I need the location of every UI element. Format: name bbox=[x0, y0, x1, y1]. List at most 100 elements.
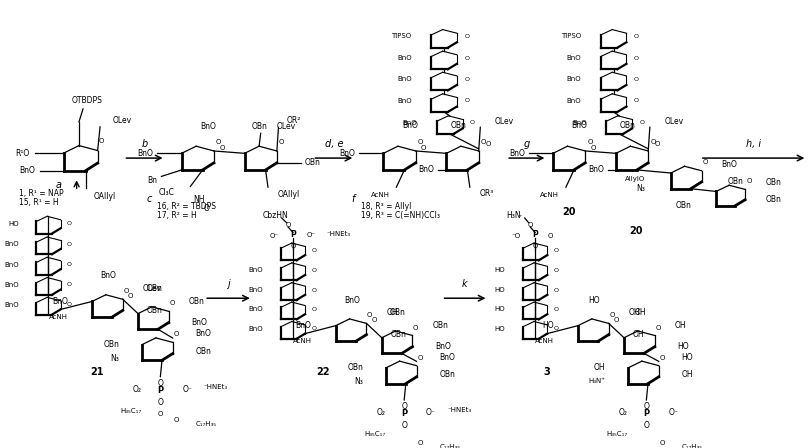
Text: 19, R³ = C(=NH)CCl₃: 19, R³ = C(=NH)CCl₃ bbox=[360, 211, 440, 220]
Text: BnO: BnO bbox=[100, 271, 116, 280]
Text: O: O bbox=[633, 77, 638, 82]
Text: O: O bbox=[174, 417, 179, 423]
Text: AcNH: AcNH bbox=[540, 192, 559, 198]
Text: BnO: BnO bbox=[397, 76, 411, 82]
Text: BnO: BnO bbox=[397, 98, 411, 104]
Text: O: O bbox=[67, 262, 72, 267]
Text: BnO: BnO bbox=[344, 296, 359, 305]
Text: O: O bbox=[586, 139, 592, 145]
Text: HO: HO bbox=[542, 321, 553, 330]
Text: O₂: O₂ bbox=[376, 409, 385, 418]
Text: TIPSO: TIPSO bbox=[391, 34, 411, 39]
Text: H₃₅C₁₇: H₃₅C₁₇ bbox=[364, 431, 385, 438]
Text: R¹O: R¹O bbox=[15, 149, 30, 158]
Text: OLev: OLev bbox=[494, 117, 513, 126]
Text: N₃: N₃ bbox=[110, 353, 119, 362]
Text: OH: OH bbox=[680, 370, 692, 379]
Text: BnO: BnO bbox=[200, 122, 216, 131]
Text: O: O bbox=[311, 326, 316, 332]
Text: TIPSO: TIPSO bbox=[560, 34, 581, 39]
Text: O: O bbox=[470, 120, 474, 125]
Text: ⁻HNEt₃: ⁻HNEt₃ bbox=[447, 407, 471, 414]
Text: BnO: BnO bbox=[418, 165, 434, 174]
Text: OBn: OBn bbox=[147, 306, 162, 315]
Text: O: O bbox=[173, 332, 178, 337]
Text: O: O bbox=[654, 142, 659, 147]
Text: OBn: OBn bbox=[764, 178, 780, 187]
Text: O: O bbox=[401, 422, 406, 431]
Text: BnO: BnO bbox=[19, 166, 36, 175]
Text: N₃: N₃ bbox=[635, 184, 644, 193]
Text: HO: HO bbox=[494, 287, 504, 293]
Text: OBn: OBn bbox=[620, 121, 635, 130]
Text: O: O bbox=[67, 282, 72, 287]
Text: BnO: BnO bbox=[435, 342, 450, 351]
Text: OBn: OBn bbox=[727, 177, 742, 186]
Text: BnO: BnO bbox=[566, 76, 581, 82]
Text: O: O bbox=[553, 307, 558, 312]
Text: OBn: OBn bbox=[432, 322, 448, 331]
Text: H₃N: H₃N bbox=[505, 211, 520, 220]
Text: O: O bbox=[553, 268, 558, 273]
Text: O: O bbox=[417, 355, 422, 361]
Text: HO: HO bbox=[588, 296, 599, 305]
Text: O⁻: O⁻ bbox=[307, 232, 315, 238]
Text: P: P bbox=[401, 409, 407, 418]
Text: OH: OH bbox=[628, 308, 640, 317]
Text: O: O bbox=[123, 289, 128, 294]
Text: BnO: BnO bbox=[339, 149, 354, 158]
Text: H₃N⁺: H₃N⁺ bbox=[588, 379, 605, 384]
Text: AcNH: AcNH bbox=[49, 314, 67, 320]
Text: OBn: OBn bbox=[146, 284, 162, 293]
Text: BnO: BnO bbox=[4, 282, 19, 288]
Text: OBn: OBn bbox=[439, 370, 454, 379]
Text: O: O bbox=[401, 402, 406, 411]
Text: O: O bbox=[157, 398, 163, 407]
Text: O: O bbox=[311, 248, 316, 253]
Text: OAllyl: OAllyl bbox=[94, 192, 116, 201]
Text: BnO: BnO bbox=[248, 267, 263, 273]
Text: BnO: BnO bbox=[52, 297, 67, 306]
Text: O: O bbox=[650, 139, 655, 145]
Text: OR²: OR² bbox=[286, 116, 301, 125]
Text: O: O bbox=[67, 302, 72, 307]
Text: H₃₅C₁₇: H₃₅C₁₇ bbox=[121, 408, 142, 414]
Text: AcNH: AcNH bbox=[534, 338, 553, 345]
Text: BnO: BnO bbox=[721, 160, 736, 169]
Text: g: g bbox=[523, 138, 530, 149]
Text: BnO: BnO bbox=[4, 302, 19, 308]
Text: BnO: BnO bbox=[295, 321, 311, 330]
Text: O⁻: O⁻ bbox=[182, 385, 192, 394]
Text: HO: HO bbox=[494, 267, 504, 273]
Text: AllylO: AllylO bbox=[624, 177, 644, 182]
Text: O: O bbox=[590, 145, 595, 151]
Text: BnO: BnO bbox=[4, 262, 19, 267]
Text: OBn: OBn bbox=[764, 195, 780, 204]
Text: OBn: OBn bbox=[305, 158, 320, 167]
Text: AcNH: AcNH bbox=[371, 192, 389, 198]
Text: BnO: BnO bbox=[402, 120, 417, 126]
Text: OLev: OLev bbox=[277, 122, 296, 131]
Text: OLev: OLev bbox=[143, 284, 161, 293]
Text: OR³: OR³ bbox=[479, 189, 493, 198]
Text: O₂: O₂ bbox=[618, 409, 627, 418]
Text: BnO: BnO bbox=[397, 55, 411, 61]
Text: O: O bbox=[67, 221, 72, 226]
Text: HO: HO bbox=[494, 326, 504, 332]
Text: O: O bbox=[532, 243, 537, 250]
Text: HO: HO bbox=[494, 306, 504, 312]
Text: O: O bbox=[613, 317, 619, 323]
Text: OBn: OBn bbox=[104, 340, 119, 349]
Text: O: O bbox=[311, 268, 316, 273]
Text: O: O bbox=[553, 248, 558, 253]
Text: OLev: OLev bbox=[112, 116, 131, 125]
Text: O: O bbox=[311, 307, 316, 312]
Text: O: O bbox=[421, 145, 426, 151]
Text: O: O bbox=[527, 222, 532, 228]
Text: N₃: N₃ bbox=[354, 377, 363, 386]
Text: BnO: BnO bbox=[4, 241, 19, 247]
Text: HO: HO bbox=[8, 220, 19, 227]
Text: OBn: OBn bbox=[189, 297, 204, 306]
Text: OTBDPS: OTBDPS bbox=[71, 96, 102, 105]
Text: BnO: BnO bbox=[401, 121, 418, 130]
